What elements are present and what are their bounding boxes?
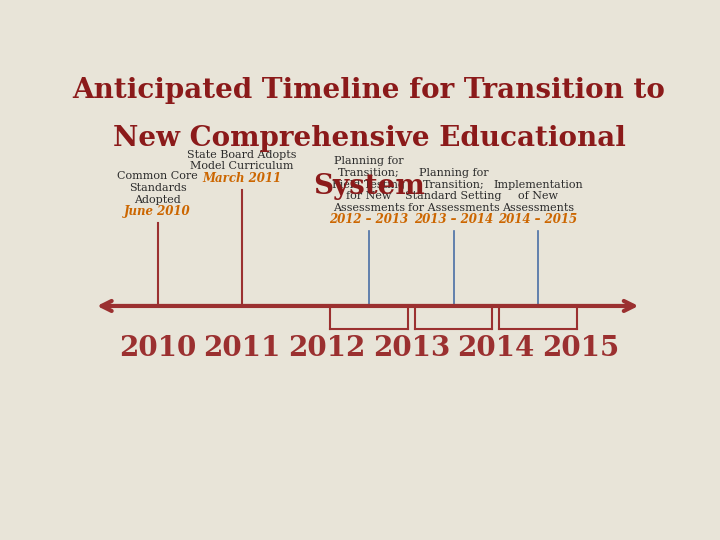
Text: 2014: 2014 — [457, 335, 534, 362]
Text: Planning for
Transition;
Standard Setting
for Assessments: Planning for Transition; Standard Settin… — [405, 168, 502, 213]
Text: June 2010: June 2010 — [125, 205, 191, 218]
Text: Anticipated Timeline for Transition to: Anticipated Timeline for Transition to — [73, 77, 665, 104]
Text: 2010: 2010 — [119, 335, 197, 362]
Text: 2011: 2011 — [204, 335, 281, 362]
Text: State Board Adopts
Model Curriculum: State Board Adopts Model Curriculum — [187, 150, 297, 171]
Text: 2014 – 2015: 2014 – 2015 — [498, 213, 577, 226]
Text: 2013 – 2014: 2013 – 2014 — [414, 213, 493, 226]
Text: Implementation
of New
Assessments: Implementation of New Assessments — [493, 180, 583, 213]
Text: 2015: 2015 — [541, 335, 619, 362]
Text: Common Core
Standards
Adopted: Common Core Standards Adopted — [117, 171, 198, 205]
Text: Planning for
Transition;
Field Testing
for New
Assessments: Planning for Transition; Field Testing f… — [333, 157, 405, 213]
Text: March 2011: March 2011 — [202, 172, 282, 185]
Text: 2012 – 2013: 2012 – 2013 — [330, 213, 408, 226]
Text: 2013: 2013 — [373, 335, 450, 362]
Text: New Comprehensive Educational: New Comprehensive Educational — [112, 125, 626, 152]
Text: System: System — [313, 173, 425, 200]
Text: 2012: 2012 — [288, 335, 366, 362]
